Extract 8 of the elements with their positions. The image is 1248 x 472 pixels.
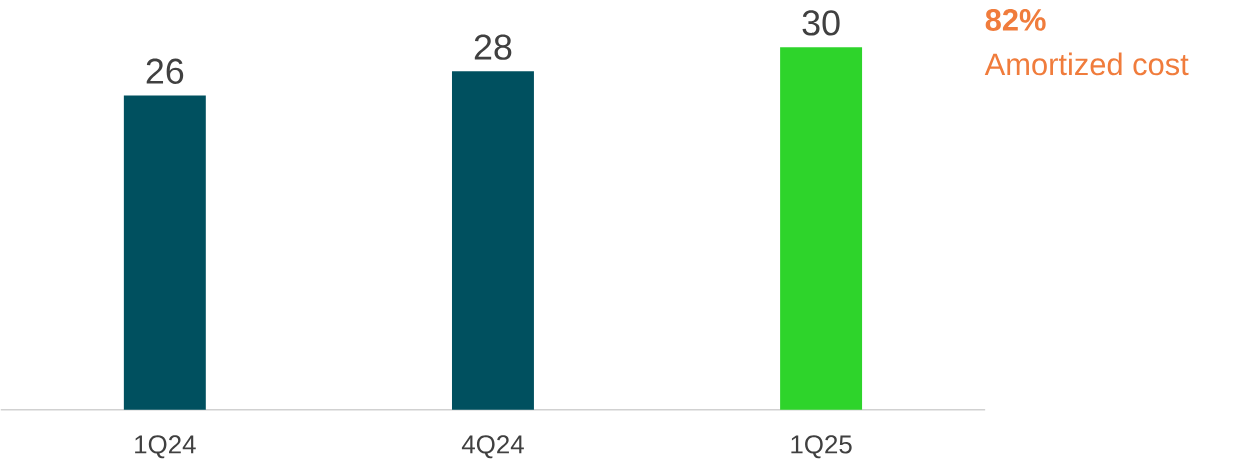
x-tick-label: 1Q24: [135, 435, 196, 459]
x-tick-label: 1Q25: [791, 435, 852, 459]
annotation: Amortized cost: [984, 52, 1189, 76]
data-label: 30: [802, 10, 840, 36]
x-tick-label: 4Q24: [461, 435, 524, 459]
data-label: 28: [474, 34, 512, 60]
text: 82%: [985, 9, 1046, 32]
data-label: 26: [146, 58, 184, 85]
